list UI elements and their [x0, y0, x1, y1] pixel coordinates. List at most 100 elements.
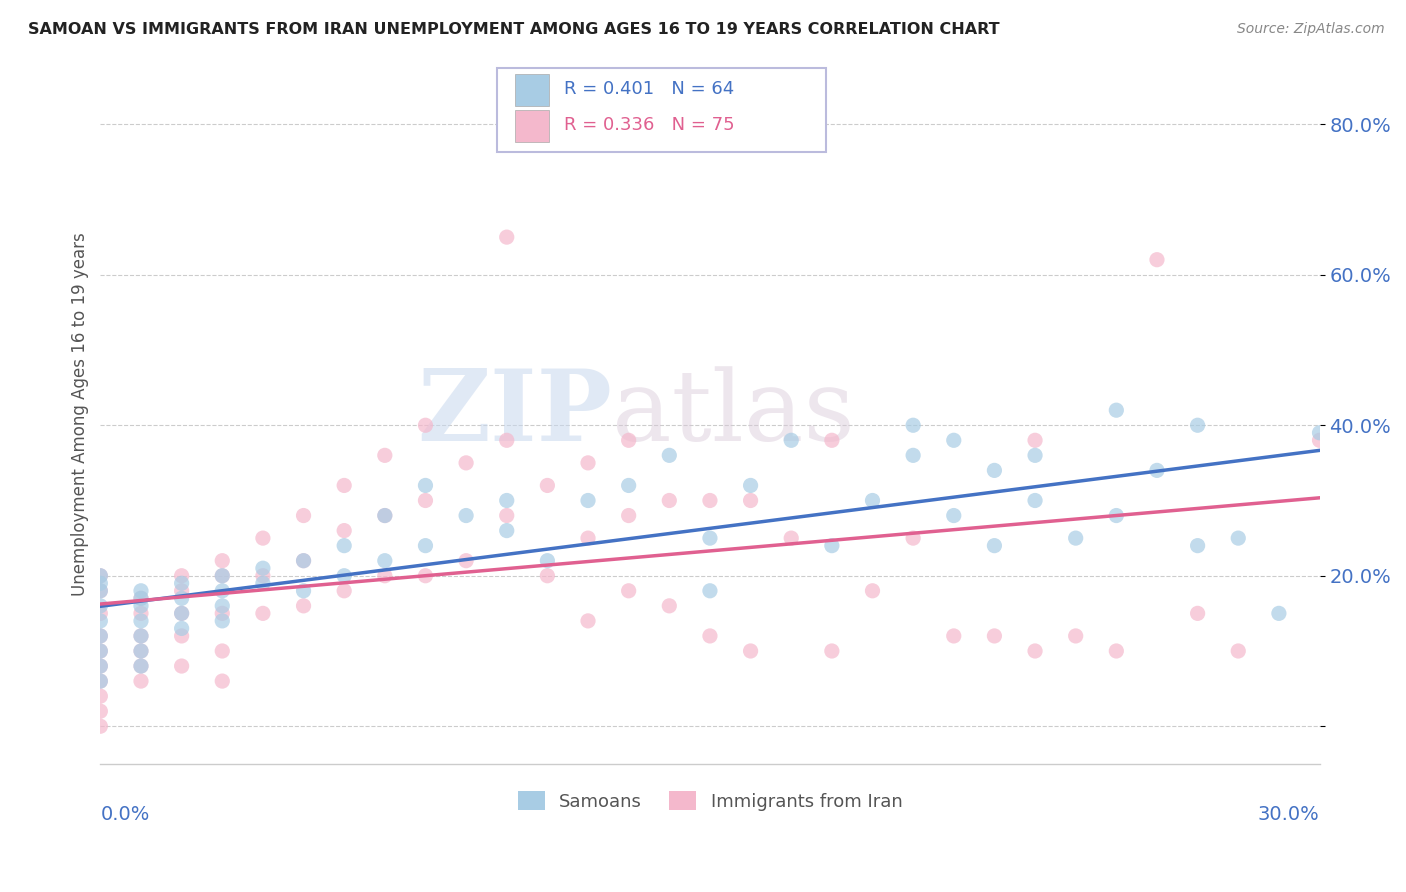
Point — [89, 568, 111, 582]
Point — [1024, 448, 1046, 462]
Point — [89, 674, 111, 689]
Point — [983, 629, 1005, 643]
Point — [942, 434, 965, 448]
Point — [129, 607, 152, 621]
Point — [456, 554, 478, 568]
Point — [89, 674, 111, 689]
Point — [576, 531, 599, 545]
Point — [170, 622, 193, 636]
Point — [1146, 252, 1168, 267]
Point — [129, 674, 152, 689]
Point — [129, 629, 152, 643]
Point — [658, 448, 681, 462]
Point — [983, 463, 1005, 477]
Point — [901, 531, 924, 545]
Point — [292, 508, 315, 523]
Bar — [515, 74, 548, 105]
Point — [211, 568, 233, 582]
Point — [292, 554, 315, 568]
Point — [495, 434, 517, 448]
Point — [983, 539, 1005, 553]
Point — [862, 493, 884, 508]
Point — [89, 644, 111, 658]
Point — [89, 568, 111, 582]
Point — [89, 583, 111, 598]
Bar — [515, 111, 548, 142]
Point — [252, 561, 274, 575]
Point — [536, 478, 558, 492]
Point — [901, 418, 924, 433]
Point — [89, 719, 111, 733]
Text: 30.0%: 30.0% — [1258, 805, 1319, 824]
Point — [780, 434, 803, 448]
Point — [252, 607, 274, 621]
Point — [129, 591, 152, 606]
Point — [699, 629, 721, 643]
Point — [129, 583, 152, 598]
Text: R = 0.336   N = 75: R = 0.336 N = 75 — [564, 116, 734, 134]
Point — [821, 434, 844, 448]
Point — [1187, 539, 1209, 553]
Point — [495, 230, 517, 244]
Point — [617, 434, 640, 448]
Point — [211, 583, 233, 598]
Text: Source: ZipAtlas.com: Source: ZipAtlas.com — [1237, 22, 1385, 37]
Point — [1064, 531, 1087, 545]
Point — [252, 576, 274, 591]
Text: atlas: atlas — [613, 366, 855, 462]
Point — [129, 591, 152, 606]
Point — [170, 576, 193, 591]
Point — [456, 456, 478, 470]
Point — [333, 539, 356, 553]
Point — [170, 583, 193, 598]
Point — [170, 591, 193, 606]
Point — [901, 448, 924, 462]
Point — [374, 568, 396, 582]
Point — [415, 568, 437, 582]
Point — [374, 448, 396, 462]
Point — [1024, 434, 1046, 448]
Point — [129, 659, 152, 673]
Point — [129, 599, 152, 613]
Point — [699, 493, 721, 508]
Point — [211, 674, 233, 689]
Point — [170, 568, 193, 582]
Point — [292, 599, 315, 613]
Point — [292, 554, 315, 568]
Point — [576, 456, 599, 470]
Point — [89, 704, 111, 718]
Point — [1105, 644, 1128, 658]
Point — [129, 659, 152, 673]
Point — [211, 614, 233, 628]
Point — [821, 644, 844, 658]
Point — [89, 644, 111, 658]
Point — [211, 599, 233, 613]
Point — [495, 524, 517, 538]
Point — [456, 508, 478, 523]
Text: ZIP: ZIP — [418, 366, 613, 462]
Point — [292, 583, 315, 598]
Point — [617, 478, 640, 492]
Point — [1146, 463, 1168, 477]
Point — [658, 599, 681, 613]
Point — [1268, 607, 1291, 621]
Point — [780, 531, 803, 545]
Point — [170, 607, 193, 621]
Point — [862, 583, 884, 598]
Point — [129, 614, 152, 628]
Point — [576, 614, 599, 628]
Point — [211, 568, 233, 582]
Point — [1227, 531, 1250, 545]
Point — [170, 659, 193, 673]
Point — [740, 478, 762, 492]
Point — [374, 554, 396, 568]
Point — [211, 607, 233, 621]
Point — [252, 531, 274, 545]
Point — [699, 583, 721, 598]
Point — [89, 629, 111, 643]
Point — [374, 508, 396, 523]
Text: R = 0.401   N = 64: R = 0.401 N = 64 — [564, 79, 734, 98]
Point — [740, 493, 762, 508]
Point — [415, 418, 437, 433]
Point — [1308, 425, 1330, 440]
